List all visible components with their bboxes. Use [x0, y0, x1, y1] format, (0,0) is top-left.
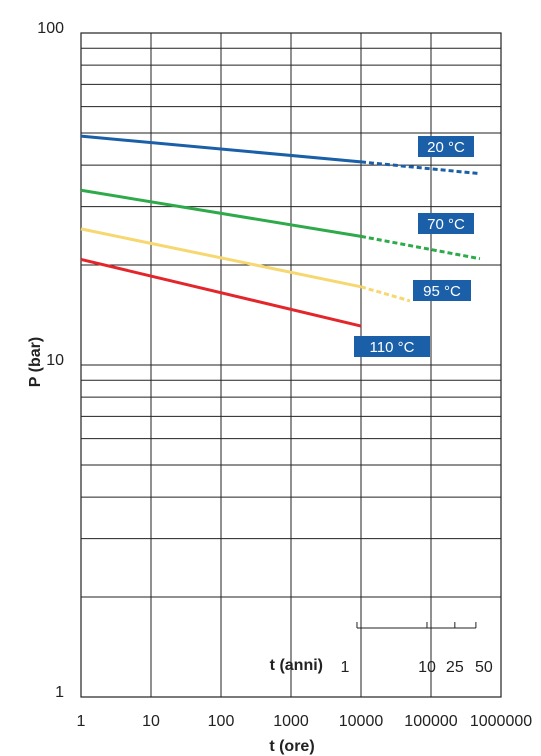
series-label: 20 °C: [418, 136, 474, 157]
x-tick-label: 100: [208, 713, 235, 730]
series-line-dashed: [360, 234, 481, 261]
x-tick-label: 1000: [273, 713, 309, 730]
series-label-box: [418, 136, 474, 157]
series-label: 110 °C: [354, 336, 430, 357]
series-line-solid: [80, 227, 362, 289]
series-label-box: [418, 213, 474, 234]
series-label-box: [413, 280, 471, 301]
series-label-text: 20 °C: [427, 139, 465, 156]
y-tick-label: 1: [55, 684, 64, 701]
series-label: 95 °C: [413, 280, 471, 301]
series-label-text: 110 °C: [370, 339, 415, 356]
secondary-tick-label: 10: [418, 659, 436, 676]
grid: [80, 32, 502, 698]
series-label: 70 °C: [418, 213, 474, 234]
secondary-axis-title: t (anni): [270, 657, 323, 674]
y-axis-title: P (bar): [27, 337, 44, 387]
secondary-tick-label: 50: [475, 659, 493, 676]
series-line-solid: [80, 134, 362, 164]
secondary-tick-label: 1: [341, 659, 350, 676]
series-line-solid: [80, 188, 362, 238]
x-tick-label: 1000000: [470, 713, 532, 730]
series-labels: 20 °C 70 °C 95 °C 110 °C: [354, 136, 474, 357]
series-label-text: 95 °C: [423, 283, 461, 300]
series-line-solid: [80, 257, 362, 328]
series-lines: [80, 134, 481, 328]
x-tick-label: 10000: [339, 713, 384, 730]
x-tick-label: 10: [142, 713, 160, 730]
series-label-text: 70 °C: [427, 216, 465, 233]
x-axis-title: t (ore): [269, 738, 314, 755]
x-tick-label: 1: [77, 713, 86, 730]
y-tick-label: 10: [46, 352, 64, 369]
series-line-dashed: [360, 285, 411, 303]
plot-frame: [80, 32, 502, 698]
secondary-axis: 1 10 25 50: [341, 622, 493, 676]
series-label-box: [354, 336, 430, 357]
plot-border: [80, 32, 502, 698]
x-tick-label: 100000: [404, 713, 457, 730]
secondary-tick-label: 25: [446, 659, 464, 676]
y-tick-label: 100: [37, 20, 64, 37]
tick-labels: 1 10 100 1000 10000 100000 1000000 1 10 100: [37, 20, 532, 730]
series-line-dashed: [360, 160, 481, 176]
